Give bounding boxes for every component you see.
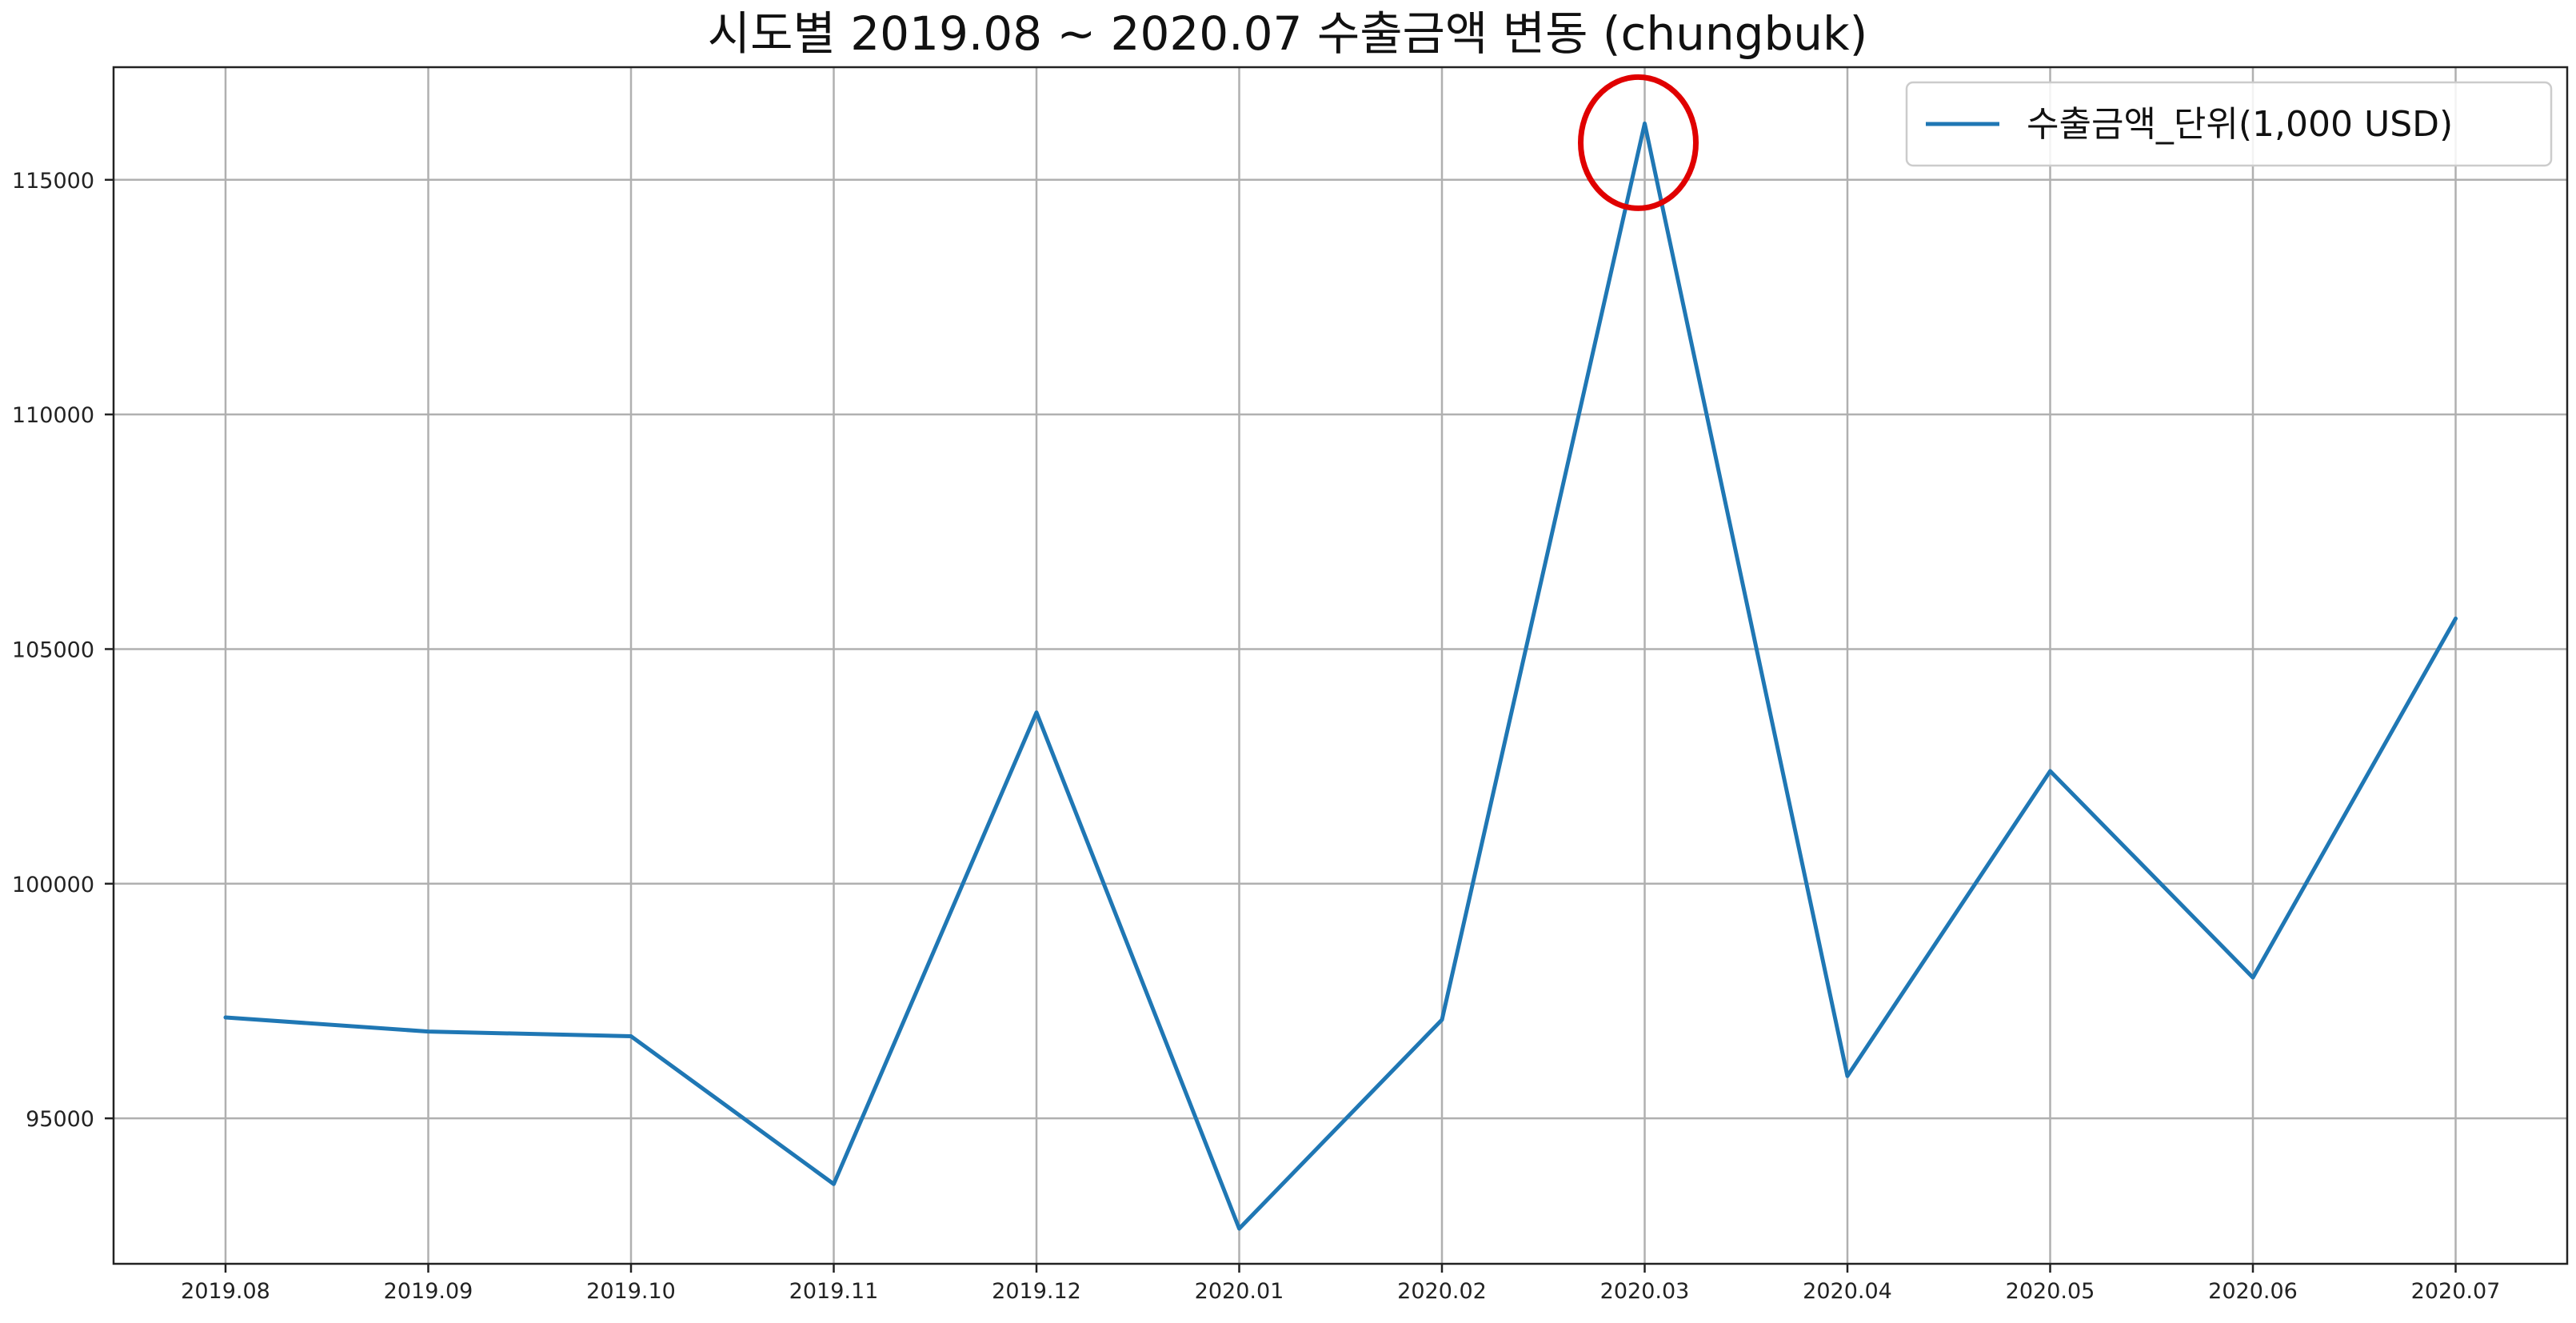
x-tick-label: 2020.06 — [2208, 1279, 2298, 1304]
axis-ticks: 2019.08 2019.09 2019.10 2019.11 2019.12 2020.… — [12, 169, 2500, 1304]
x-tick-label: 2020.01 — [1195, 1279, 1284, 1304]
data-point — [1034, 710, 1039, 715]
x-tick-label: 2019.10 — [586, 1279, 676, 1304]
data-point — [1237, 1226, 1242, 1231]
annotation-layer — [1578, 74, 1699, 211]
data-point — [1440, 1017, 1444, 1022]
chart-title: 시도별 2019.08 ~ 2020.07 수출금액 변동 (chungbuk) — [708, 6, 1868, 61]
x-tick-label: 2019.12 — [992, 1279, 1081, 1304]
x-tick-label: 2020.07 — [2411, 1279, 2501, 1304]
x-tick-label: 2020.02 — [1397, 1279, 1487, 1304]
x-tick-label: 2020.03 — [1600, 1279, 1690, 1304]
x-tick-label: 2020.04 — [1803, 1279, 1892, 1304]
legend-box — [1905, 81, 2553, 167]
legend-entry: 수출금액_단위(1,000 USD) — [2027, 104, 2453, 145]
data-point — [1845, 1073, 1850, 1078]
data-point — [426, 1029, 431, 1034]
data-point — [629, 1033, 633, 1038]
highlight-circle — [1578, 74, 1699, 211]
y-tick-label: 110000 — [12, 403, 94, 428]
x-tick-label: 2019.09 — [384, 1279, 473, 1304]
grid — [114, 67, 2567, 1264]
axes-frame — [112, 66, 2569, 1265]
data-point — [1643, 121, 1647, 126]
y-tick-label: 115000 — [12, 169, 94, 194]
series-line — [223, 121, 2458, 1231]
x-tick-label: 2019.08 — [181, 1279, 270, 1304]
legend: 수출금액_단위(1,000 USD) — [1905, 81, 2553, 167]
y-tick-label: 100000 — [12, 873, 94, 897]
series-layer — [223, 121, 2458, 1231]
data-point — [223, 1015, 228, 1020]
y-tick-label: 105000 — [12, 638, 94, 662]
x-tick-label: 2019.11 — [789, 1279, 879, 1304]
data-point — [2454, 616, 2458, 621]
data-point — [2251, 975, 2255, 980]
y-tick-label: 95000 — [26, 1107, 94, 1132]
x-tick-label: 2020.05 — [2006, 1279, 2095, 1304]
data-point — [2048, 769, 2053, 773]
data-point — [832, 1181, 837, 1186]
